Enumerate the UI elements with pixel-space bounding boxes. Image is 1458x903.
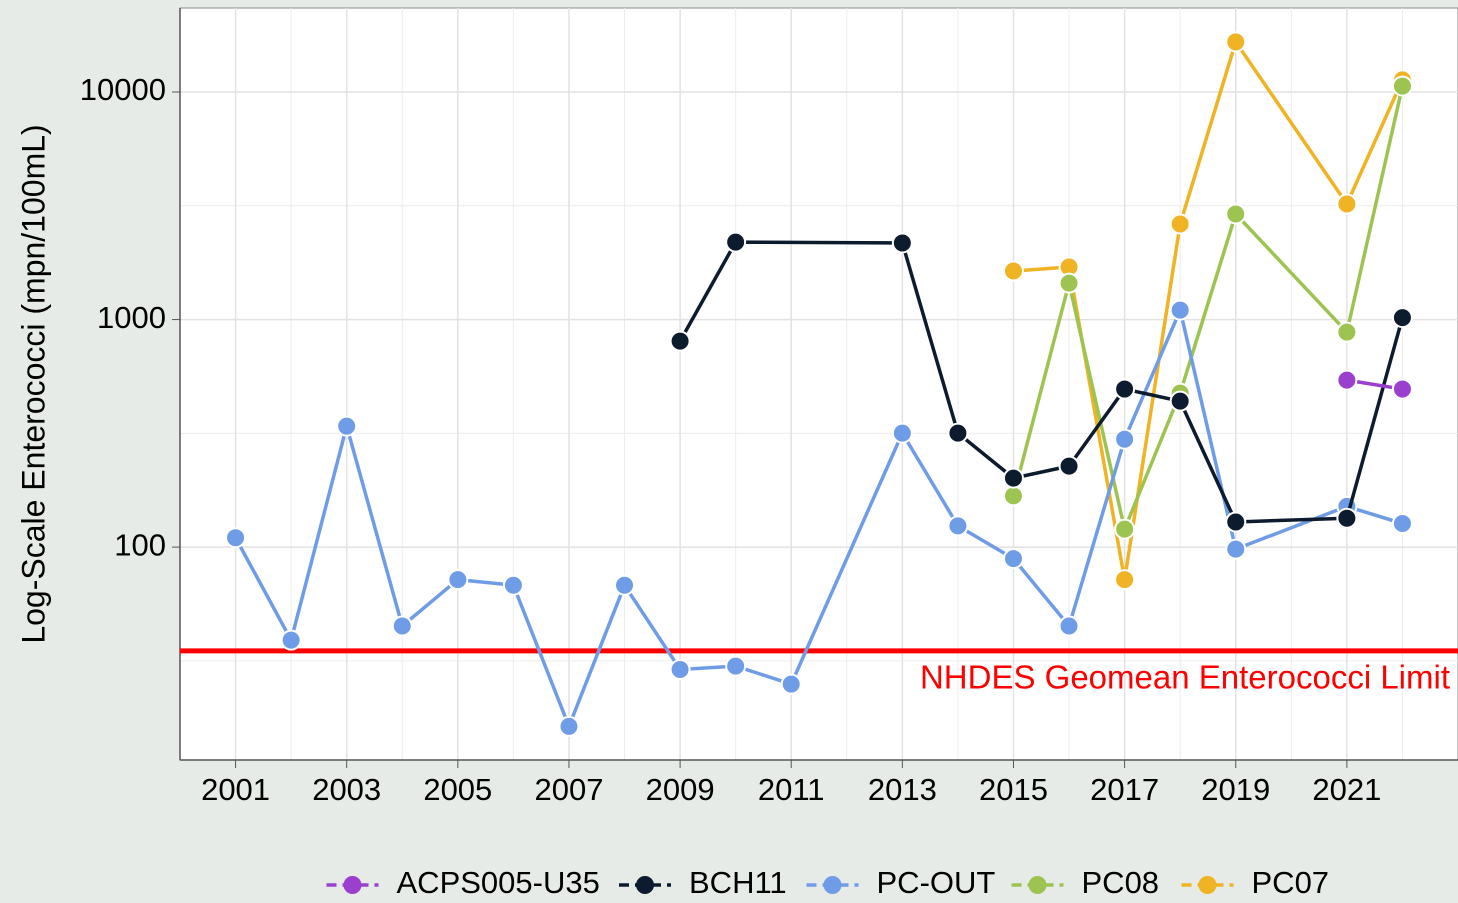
series-line <box>234 308 1403 729</box>
y-axis-title: Log-Scale Enterococci (mpn/100mL) <box>15 124 51 643</box>
plot-area <box>179 7 1458 761</box>
data-point <box>280 629 302 651</box>
data-point <box>669 658 691 680</box>
data-point <box>1391 307 1413 329</box>
data-point <box>1114 378 1136 400</box>
data-point <box>447 569 469 591</box>
x-tick-label: 2019 <box>1201 772 1270 807</box>
y-tick-label: 100 <box>114 527 166 562</box>
y-tick-label: 10000 <box>80 72 166 107</box>
data-point <box>391 615 413 637</box>
data-point <box>1336 507 1358 529</box>
legend-label: PC08 <box>1082 865 1160 900</box>
data-point <box>1336 321 1358 343</box>
x-tick-label: 2007 <box>534 772 603 807</box>
x-tick-label: 2013 <box>868 772 937 807</box>
series <box>1336 369 1413 400</box>
data-point <box>1225 538 1247 560</box>
data-point <box>1169 299 1191 321</box>
legend-label: PC-OUT <box>877 865 996 900</box>
legend-label: BCH11 <box>689 865 787 900</box>
x-tick-label: 2001 <box>201 772 270 807</box>
data-point <box>669 330 691 352</box>
data-point <box>1002 260 1024 282</box>
x-tick-label: 2017 <box>1090 772 1159 807</box>
data-point <box>1058 272 1080 294</box>
legend-swatch-point <box>1198 876 1217 894</box>
data-point <box>1225 203 1247 225</box>
data-point <box>614 574 636 596</box>
data-point <box>1114 428 1136 450</box>
data-point <box>1058 455 1080 477</box>
data-point <box>947 422 969 444</box>
legend-swatch-point <box>823 876 842 894</box>
data-point <box>1391 512 1413 534</box>
series <box>669 231 1413 533</box>
data-point <box>1169 390 1191 412</box>
legend-label: PC07 <box>1252 865 1330 900</box>
x-tick-label: 2003 <box>312 772 381 807</box>
legend: ACPS005-U35 BCH11 PC-OUT PC08 PC07 <box>326 865 1330 900</box>
data-point <box>1169 213 1191 235</box>
legend-swatch-point <box>1028 876 1047 894</box>
data-point <box>225 527 247 549</box>
x-tick-label: 2009 <box>646 772 715 807</box>
data-point <box>891 422 913 444</box>
x-tick-label: 2005 <box>423 772 492 807</box>
legend-swatch-point <box>343 876 362 894</box>
legend-swatch-point <box>636 876 654 894</box>
data-point <box>336 415 358 437</box>
data-point <box>1002 548 1024 570</box>
x-tick-label: 2021 <box>1312 772 1381 807</box>
data-point <box>1058 615 1080 637</box>
data-point <box>891 232 913 254</box>
data-point <box>1336 369 1358 391</box>
data-point <box>1391 378 1413 400</box>
data-point <box>725 231 747 253</box>
x-tick-label: 2015 <box>979 772 1048 807</box>
data-point <box>1225 31 1247 53</box>
data-point <box>502 574 524 596</box>
data-point <box>780 673 802 695</box>
data-point <box>1225 511 1247 533</box>
data-point <box>947 515 969 537</box>
data-point <box>558 715 580 737</box>
data-point <box>1002 485 1024 507</box>
data-point <box>1391 75 1413 97</box>
data-point <box>1114 518 1136 540</box>
data-point <box>725 655 747 677</box>
data-point <box>1002 467 1024 489</box>
reference-label: NHDES Geomean Enterococci Limit <box>920 659 1450 696</box>
y-tick-label: 1000 <box>97 300 166 335</box>
x-tick-label: 2011 <box>758 772 825 807</box>
data-point <box>1114 569 1136 591</box>
data-point <box>1336 193 1358 215</box>
legend-label: ACPS005-U35 <box>397 865 600 900</box>
